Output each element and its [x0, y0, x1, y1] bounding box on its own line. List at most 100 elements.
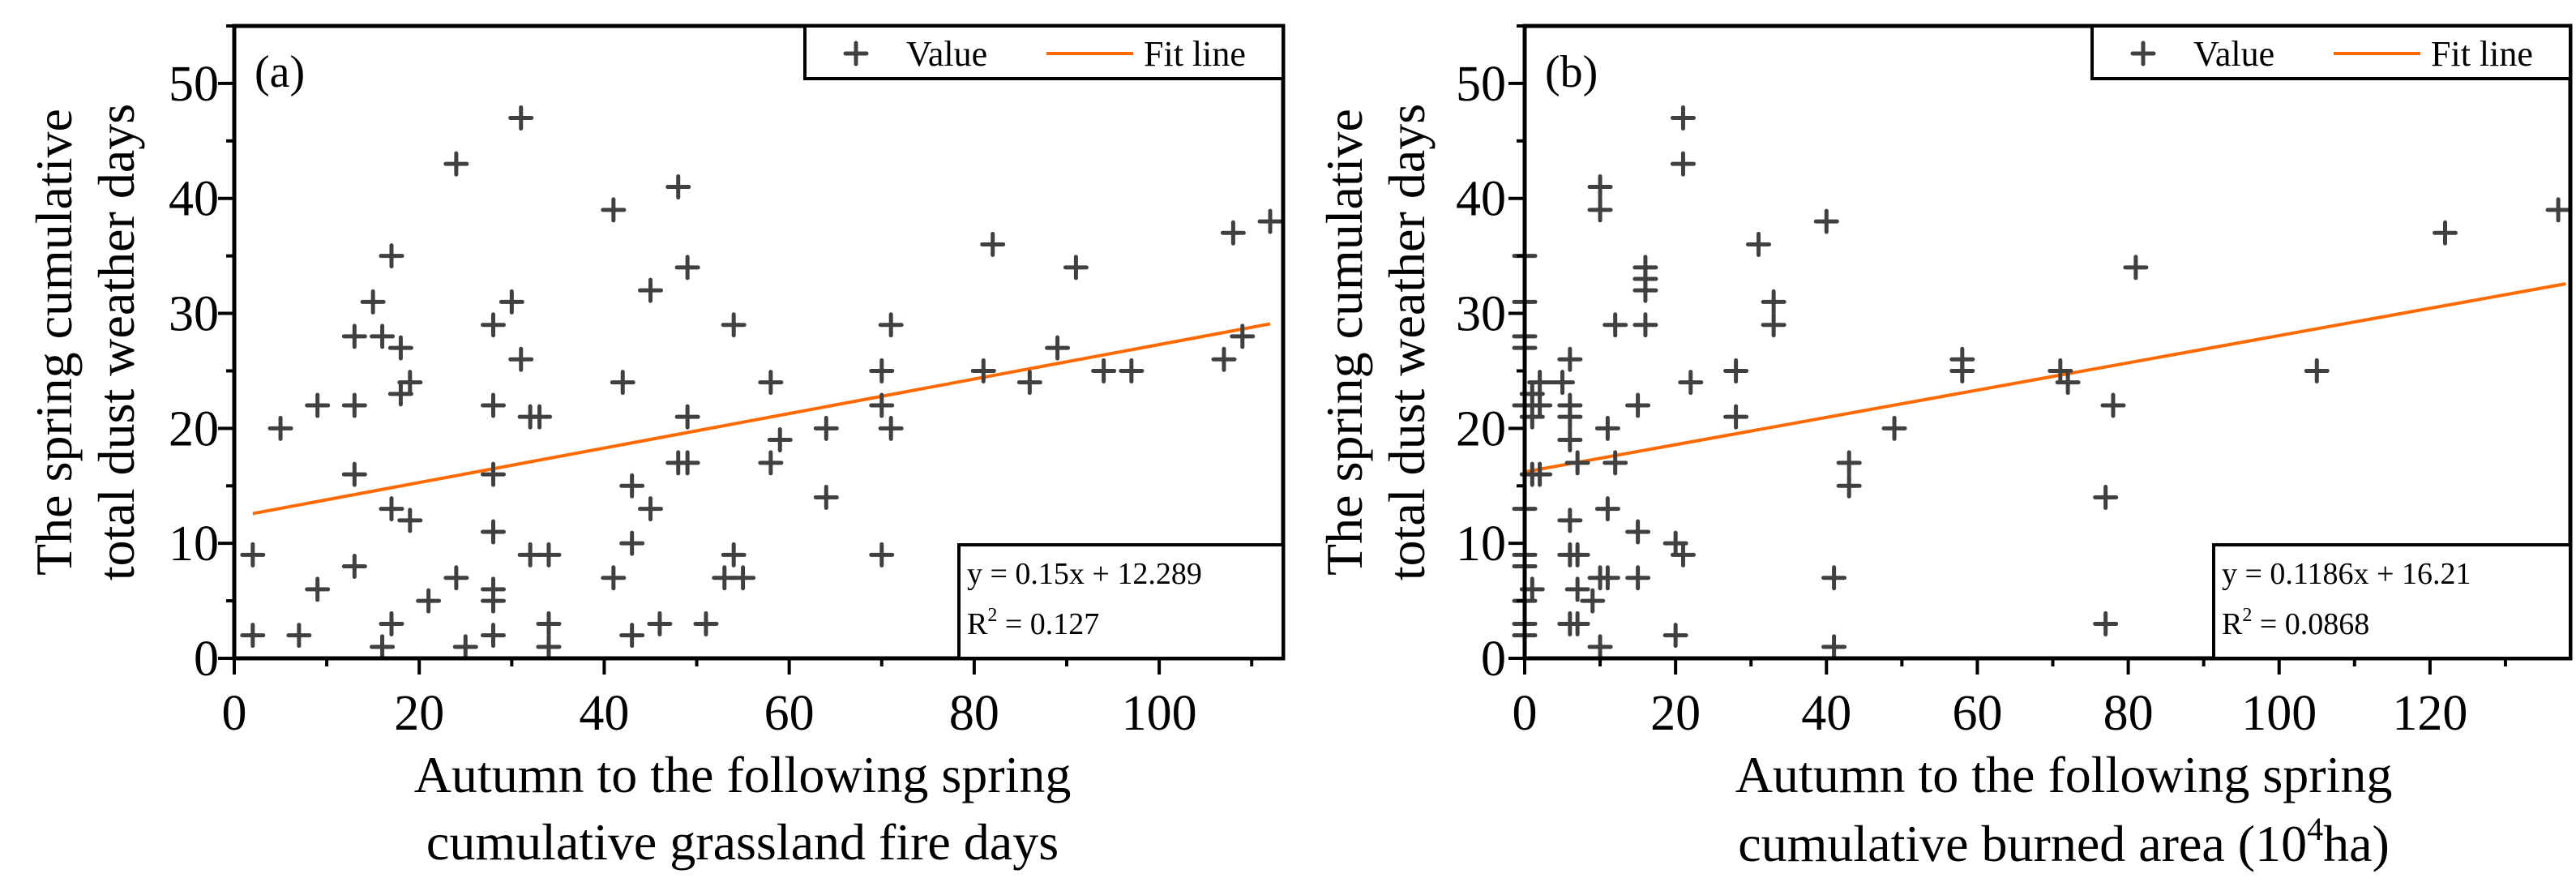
data-point-marker — [1564, 576, 1590, 602]
y-tick-label: 10 — [169, 516, 219, 572]
data-point-marker — [1821, 634, 1847, 660]
x-axis-title-superscript: 4 — [2307, 811, 2323, 847]
data-point-marker — [1016, 370, 1042, 396]
data-point-marker — [341, 554, 367, 580]
data-point-marker — [370, 323, 396, 349]
x-axis-title-line2: cumulative grassland fire days — [426, 813, 1059, 871]
data-point-marker — [1594, 496, 1620, 522]
data-point-marker — [387, 381, 413, 407]
data-point-marker — [2093, 484, 2119, 510]
r-squared-value: = 0.0868 — [2252, 607, 2369, 641]
y-tick-label: 10 — [1456, 516, 1506, 572]
data-point-marker — [416, 588, 442, 614]
x-tick-label: 60 — [1952, 686, 2002, 741]
x-axis-title-text: ha) — [2323, 815, 2390, 872]
data-point-marker — [481, 588, 507, 614]
data-point-marker — [1580, 588, 1606, 614]
y-tick-label: 0 — [194, 632, 219, 687]
fit-equation: y = 0.1186x + 16.21 — [2222, 557, 2471, 591]
x-tick-label: 0 — [222, 686, 247, 741]
data-point-marker — [1564, 450, 1590, 476]
panel-label: (b) — [1545, 47, 1598, 97]
data-point-marker — [1625, 519, 1651, 545]
data-point-marker — [1836, 473, 1862, 499]
equation-box: y = 0.1186x + 16.21 R2 = 0.0868 — [2212, 543, 2572, 660]
data-point-marker — [536, 542, 562, 568]
data-point-marker — [619, 473, 645, 499]
data-point-marker — [452, 634, 478, 660]
data-points — [240, 105, 1283, 660]
data-point-marker — [1881, 415, 1907, 441]
data-point-marker — [647, 610, 673, 636]
x-tick-label: 20 — [394, 686, 444, 741]
x-tick-label: 100 — [2241, 686, 2317, 741]
data-point-marker — [1257, 208, 1283, 234]
data-point-marker — [267, 415, 293, 441]
data-point-marker — [1625, 392, 1651, 418]
legend-fit-label: Fit line — [2431, 34, 2533, 74]
data-point-marker — [758, 450, 784, 476]
x-axis-title-line1: Autumn to the following spring — [1735, 746, 2393, 803]
data-point-marker — [1557, 427, 1583, 453]
data-point-marker — [665, 174, 691, 200]
r-squared: R2 = 0.0868 — [2222, 605, 2369, 641]
data-point-marker — [1557, 404, 1583, 430]
data-point-marker — [619, 530, 645, 556]
data-point-marker — [2093, 610, 2119, 636]
data-point-marker — [379, 243, 404, 269]
data-point-marker — [1594, 415, 1620, 441]
data-point-marker — [1220, 220, 1246, 246]
data-point-marker — [1230, 323, 1256, 349]
r-squared-superscript: 2 — [2242, 605, 2252, 626]
data-point-marker — [869, 542, 895, 568]
y-tick-label: 40 — [1456, 172, 1506, 227]
data-point-marker — [1949, 358, 1975, 383]
data-point-marker — [443, 565, 469, 591]
data-point-marker — [341, 461, 367, 487]
plot-frame — [232, 24, 1286, 661]
data-point-marker — [1557, 346, 1583, 372]
legend-box — [2090, 24, 2572, 80]
data-point-marker — [1091, 358, 1117, 383]
data-point-marker — [481, 312, 507, 338]
y-tick-label: 50 — [169, 57, 219, 112]
data-point-marker — [1527, 370, 1553, 396]
legend-box — [803, 24, 1285, 80]
r-squared-value: = 0.127 — [997, 607, 1099, 641]
data-point-marker — [1662, 623, 1688, 649]
data-point-marker — [1723, 404, 1749, 430]
y-tick-label: 40 — [169, 172, 219, 227]
r-squared: R2 = 0.127 — [967, 605, 1099, 641]
data-point-marker — [1670, 105, 1696, 131]
data-point-marker — [1632, 277, 1658, 303]
y-tick-label: 30 — [1456, 287, 1506, 342]
data-point-marker — [970, 358, 996, 383]
plot-frame — [1522, 24, 2573, 661]
data-point-marker — [1836, 450, 1862, 476]
data-point-marker — [869, 392, 895, 418]
data-point-marker — [869, 358, 895, 383]
data-point-marker — [1211, 346, 1237, 372]
data-point-marker — [1587, 634, 1613, 660]
data-point-marker — [481, 519, 507, 545]
x-axis-title-line2: cumulative burned area (104ha) — [1738, 811, 2390, 872]
r-squared-prefix: R — [967, 607, 988, 641]
legend: Value Fit line — [803, 24, 1285, 80]
data-point-marker — [379, 496, 404, 522]
data-point-marker — [1587, 174, 1613, 200]
r-squared-superscript: 2 — [987, 605, 997, 626]
data-point-marker — [813, 484, 839, 510]
data-point-marker — [980, 231, 1006, 257]
data-point-marker — [379, 610, 404, 636]
data-point-marker — [1603, 450, 1628, 476]
x-tick-label: 40 — [1801, 686, 1851, 741]
equation-box: y = 0.15x + 12.289 R2 = 0.127 — [957, 543, 1285, 660]
y-axis-title-line2: total dust weather days — [1378, 104, 1436, 580]
data-point-marker — [619, 623, 645, 649]
data-point-marker — [721, 312, 747, 338]
data-point-marker — [536, 610, 562, 636]
data-point-marker — [536, 634, 562, 660]
data-point-marker — [305, 392, 331, 418]
panel-a: 0 20 40 60 80 100 0 10 20 30 40 50 Autumn to the fol… — [25, 24, 1286, 871]
